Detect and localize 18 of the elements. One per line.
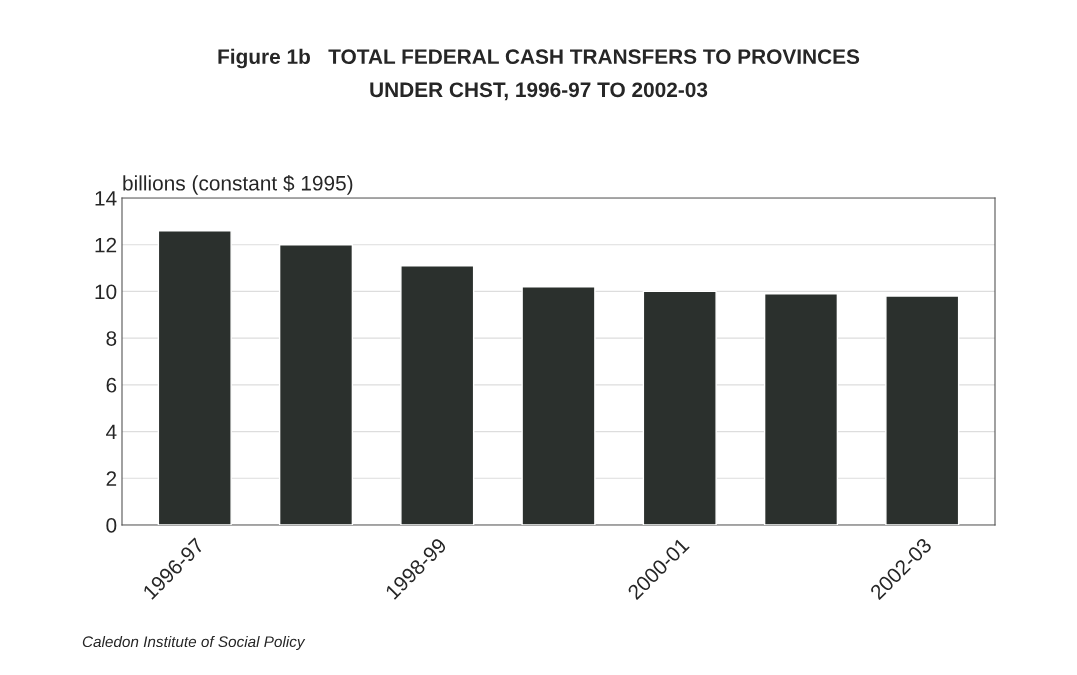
y-tick-label: 4 <box>106 424 117 440</box>
bar <box>278 244 354 525</box>
bar <box>157 230 232 525</box>
y-tick-label: 10 <box>95 284 117 300</box>
y-tick-label: 14 <box>95 191 117 206</box>
bar <box>400 265 475 525</box>
text: Caledon Institute of Social Policy <box>82 635 306 651</box>
bar <box>885 295 960 525</box>
bar <box>521 286 596 525</box>
y-tick-label: 12 <box>95 237 117 253</box>
y-axis-title: billions (constant $ 1995) <box>123 174 353 195</box>
bar <box>642 290 717 525</box>
y-tick-label: 6 <box>106 377 117 393</box>
y-tick-label: 0 <box>106 518 117 533</box>
y-tick-label: 8 <box>106 331 117 346</box>
y-tick-label: 2 <box>106 471 117 486</box>
chart-title: Figure 1b TOTAL FEDERAL CASH TRANSFERS TO PROVINCES UNDER CHST, 1996-97 TO 2002-03 <box>218 48 860 101</box>
bar <box>763 293 839 525</box>
